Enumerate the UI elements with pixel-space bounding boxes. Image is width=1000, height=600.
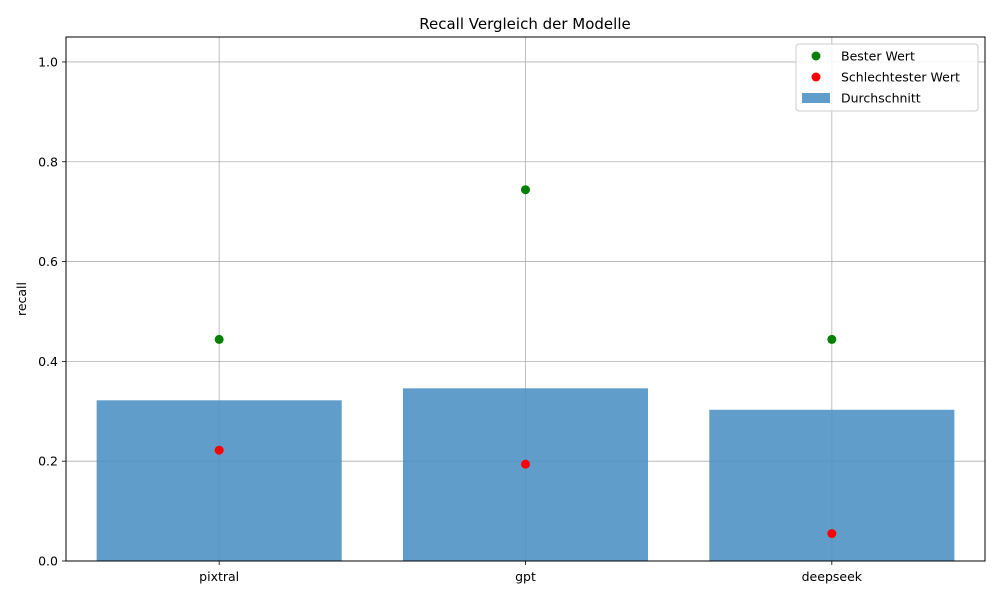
point-gpt	[521, 185, 530, 195]
point-pixtral	[214, 445, 224, 455]
legend-marker	[811, 72, 821, 82]
y-axis-label: recall	[14, 282, 29, 316]
legend-box	[795, 43, 979, 112]
point-deepseek	[827, 529, 837, 539]
y-tick-label: 1.0	[38, 54, 58, 69]
bar-deepseek	[709, 409, 955, 561]
point-deepseek	[827, 334, 837, 344]
point-gpt	[521, 459, 530, 469]
legend: Bester Wert Schlechtester Wert Durchschnit…	[795, 43, 979, 112]
legend-label: Schlechtester Wert	[841, 70, 960, 85]
y-tick-label: 0.0	[38, 554, 58, 569]
legend-marker	[802, 93, 830, 103]
x-tick-label: gpt	[515, 569, 536, 584]
chart-title: Recall Vergleich der Modelle	[419, 15, 630, 33]
legend-label: Durchschnitt	[841, 91, 921, 106]
y-tick-label: 0.4	[38, 354, 58, 369]
axis-ticks: pixtral gpt deepseek 0.0 0.2 0.4 0.6 0.8 1.0	[38, 54, 863, 584]
point-pixtral	[214, 334, 224, 344]
legend-marker	[811, 51, 821, 61]
bar-gpt	[402, 388, 649, 561]
data-points	[214, 185, 837, 539]
y-tick-label: 0.8	[38, 154, 58, 169]
legend-label: Bester Wert	[841, 49, 915, 64]
bar-pixtral	[96, 400, 342, 561]
bars	[96, 388, 955, 561]
x-tick-label: pixtral	[199, 569, 239, 584]
x-tick-label: deepseek	[802, 569, 863, 584]
y-tick-label: 0.6	[38, 254, 58, 269]
y-tick-label: 0.2	[38, 454, 58, 469]
